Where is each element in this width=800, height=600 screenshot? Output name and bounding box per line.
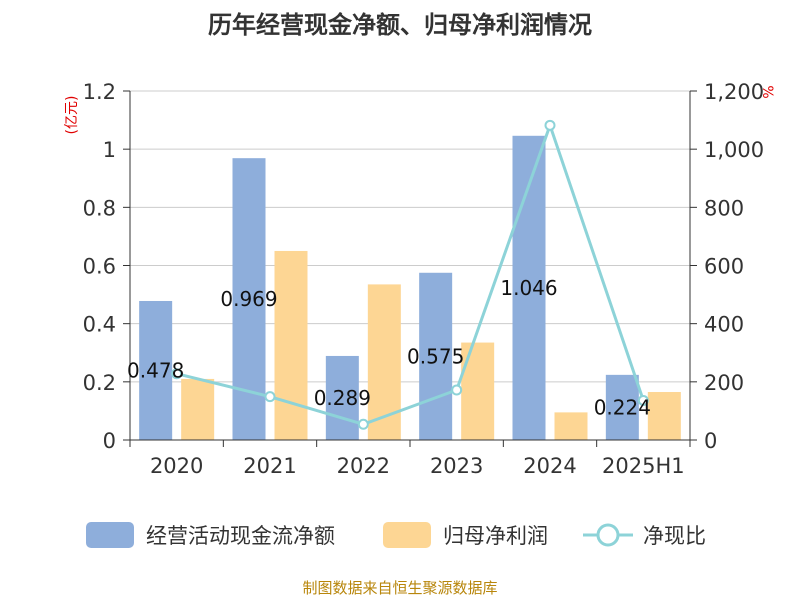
bar-cashflow[interactable] <box>139 300 173 440</box>
x-tick-label: 2023 <box>430 454 483 478</box>
right-tick-label: 0 <box>704 429 717 453</box>
bar-net-profit[interactable] <box>461 342 495 440</box>
grid-lines <box>130 90 690 383</box>
x-tick-label: 2025H1 <box>602 454 685 478</box>
right-tick-label: 600 <box>704 255 744 279</box>
ratio-line <box>171 119 649 430</box>
data-label-cashflow: 1.046 <box>500 276 557 300</box>
legend-item-cashflow[interactable]: 经营活动现金流净额 <box>86 522 335 548</box>
legend-swatch-cashflow <box>86 522 134 548</box>
data-label-cashflow: 0.224 <box>594 395 651 419</box>
left-tick-label: 0.6 <box>83 255 116 279</box>
bar-cashflow[interactable] <box>605 374 639 440</box>
bar-net-profit[interactable] <box>274 250 308 440</box>
left-tick-label: 0.4 <box>83 313 116 337</box>
legend: 经营活动现金流净额 归母净利润 净现比 <box>86 522 706 548</box>
right-tick-label: 1,200 <box>704 80 764 104</box>
ratio-point[interactable] <box>451 384 463 396</box>
ratio-point[interactable] <box>544 119 556 131</box>
bar-net-profit[interactable] <box>647 392 681 440</box>
legend-marker-ratio <box>596 523 620 547</box>
right-tick-label: 800 <box>704 196 744 220</box>
x-tick-label: 2022 <box>337 454 390 478</box>
data-label-cashflow: 0.478 <box>127 358 184 382</box>
data-labels: 0.478 0.969 0.289 0.575 1.046 0.224 <box>127 276 651 420</box>
x-tick-label: 2021 <box>243 454 296 478</box>
data-label-cashflow: 0.969 <box>220 287 277 311</box>
bar-net-profit[interactable] <box>554 412 588 440</box>
right-tick-label: 1,000 <box>704 138 764 162</box>
x-tick-label: 2020 <box>150 454 203 478</box>
right-axis-unit: % <box>759 85 775 98</box>
left-tick-label: 1 <box>103 138 116 162</box>
left-tick-label: 0.2 <box>83 371 116 395</box>
left-tick-label: 0 <box>103 429 116 453</box>
left-axis-unit: (亿元) <box>64 96 80 135</box>
left-tick-label: 0.8 <box>83 196 116 220</box>
legend-item-ratio[interactable]: 净现比 <box>583 523 706 548</box>
chart-title: 历年经营现金净额、归母净利润情况 <box>208 11 592 39</box>
legend-item-net-profit[interactable]: 归母净利润 <box>383 522 548 548</box>
data-label-cashflow: 0.289 <box>314 386 371 410</box>
data-label-cashflow: 0.575 <box>407 344 464 368</box>
left-tick-label: 1.2 <box>83 80 116 104</box>
x-tick-label: 2024 <box>523 454 576 478</box>
bar-cashflow[interactable] <box>325 355 359 440</box>
right-tick-label: 400 <box>704 313 744 337</box>
legend-label-ratio: 净现比 <box>643 524 706 548</box>
ratio-line-path <box>176 120 645 426</box>
bar-net-profit[interactable] <box>181 378 215 440</box>
source-note: 制图数据来自恒生聚源数据库 <box>302 579 497 597</box>
legend-swatch-net-profit <box>383 522 431 548</box>
axes: 0 0.2 0.4 0.6 0.8 1 1.2 0 200 400 600 800 1,000 1,200… <box>83 80 765 478</box>
ratio-point[interactable] <box>171 368 183 380</box>
legend-label-net-profit: 归母净利润 <box>443 524 548 548</box>
ratio-point[interactable] <box>264 391 276 403</box>
ratio-point[interactable] <box>357 418 369 430</box>
ratio-point[interactable] <box>637 394 649 406</box>
legend-label-cashflow: 经营活动现金流净额 <box>146 524 335 548</box>
bar-cashflow[interactable] <box>419 272 453 440</box>
right-tick-label: 200 <box>704 371 744 395</box>
